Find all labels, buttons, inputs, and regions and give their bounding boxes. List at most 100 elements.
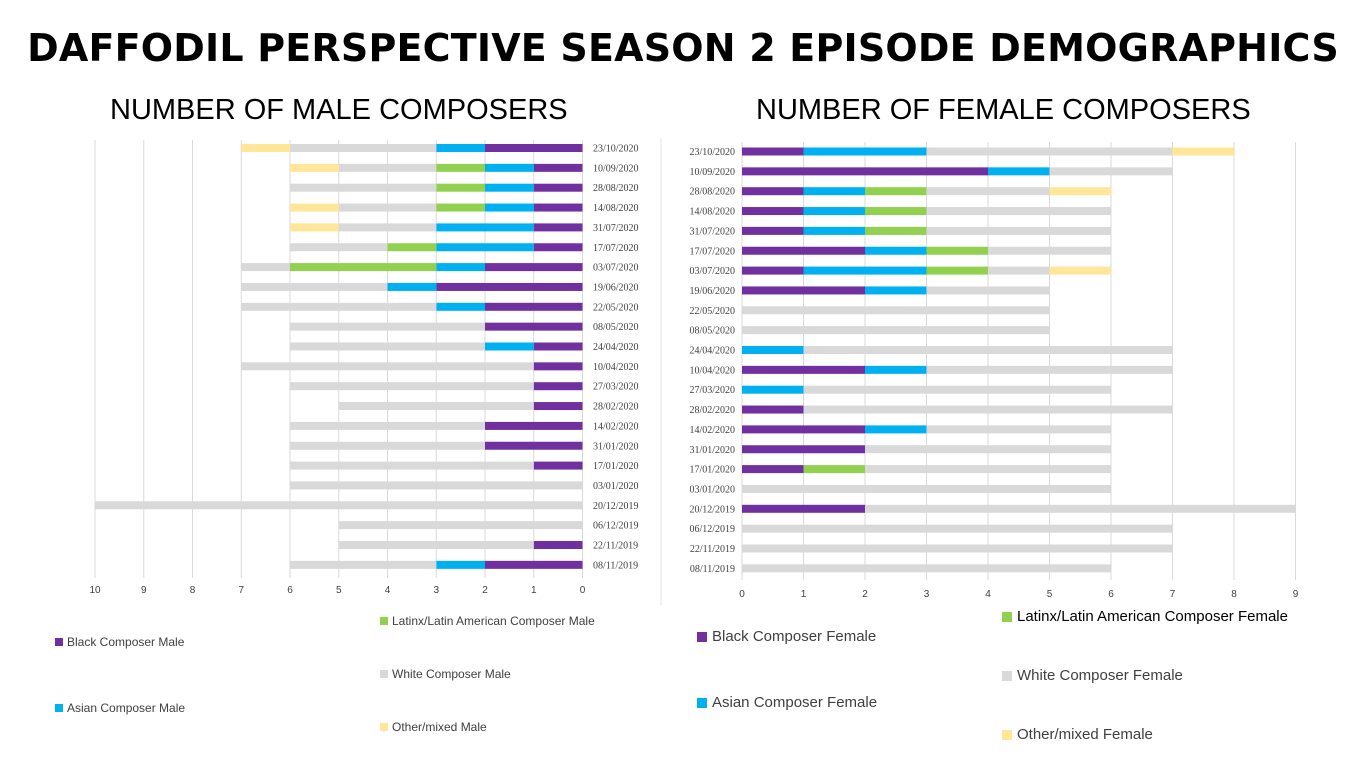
female-bar-white — [865, 504, 1296, 513]
male-x-tick-label: 2 — [482, 585, 488, 596]
female-bar-white — [742, 544, 1173, 553]
legend-item-other-female: Other/mixed Female — [1002, 726, 1153, 743]
female-x-tick-label: 3 — [924, 589, 930, 600]
female-category-label: 22/05/2020 — [689, 306, 735, 317]
female-bar-white — [742, 524, 1173, 533]
male-bar-other — [290, 203, 339, 212]
male-bar-white — [338, 223, 437, 232]
male-bar-black — [533, 223, 583, 232]
male-bar-latinx — [436, 183, 485, 192]
male-bar-white — [290, 441, 485, 450]
male-bar-white — [241, 302, 437, 311]
female-bar-asian — [803, 147, 927, 156]
male-bar-black — [485, 263, 583, 272]
male-x-tick-label: 5 — [336, 585, 342, 596]
female-x-tick-label: 6 — [1108, 589, 1114, 600]
legend-swatch-other-icon — [1002, 729, 1012, 740]
legend-swatch-other-icon — [380, 723, 388, 731]
male-category-label: 06/12/2019 — [593, 521, 639, 532]
male-category-label: 22/11/2019 — [593, 541, 638, 552]
female-bar-white — [988, 266, 1050, 275]
female-bar-black — [742, 226, 804, 235]
male-category-label: 22/05/2020 — [593, 302, 639, 313]
legend-item-asian-male: Asian Composer Male — [55, 701, 185, 715]
male-bar-asian — [436, 560, 485, 569]
male-bar-white — [338, 203, 437, 212]
female-bar-white — [1049, 167, 1173, 176]
female-composers-chart: 0 1 2 3 4 5 6 7 8 9 23/10/2020 10/09/2020 28/08/2020… — [689, 142, 1299, 600]
male-category-label: 14/08/2020 — [593, 203, 639, 214]
male-category-label: 17/07/2020 — [593, 243, 639, 254]
male-x-tick-label: 4 — [385, 585, 391, 596]
legend-item-white-male: White Composer Male — [380, 667, 511, 681]
male-chart-title: NUMBER OF MALE COMPOSERS — [110, 94, 568, 126]
legend-label: Asian Composer Male — [67, 701, 186, 715]
male-bar-black — [485, 302, 583, 311]
male-bar-white — [290, 144, 437, 152]
male-bar-asian — [485, 203, 534, 212]
male-bar-latinx — [387, 243, 437, 252]
male-category-label: 03/01/2020 — [593, 481, 639, 492]
legend-swatch-black-icon — [697, 631, 707, 642]
female-bar-white — [742, 484, 1111, 493]
female-bar-latinx — [926, 266, 988, 275]
male-bar-latinx — [436, 163, 485, 172]
female-bar-latinx — [865, 207, 927, 216]
male-bar-asian — [436, 144, 485, 152]
male-bar-black — [533, 163, 583, 172]
male-bar-asian — [485, 163, 534, 172]
female-bar-black — [742, 266, 804, 275]
male-bar-other — [290, 223, 339, 232]
male-category-label: 19/06/2020 — [593, 282, 639, 293]
male-x-tick-label: 3 — [433, 585, 439, 596]
male-bar-white — [290, 461, 534, 470]
female-bar-white — [988, 246, 1111, 255]
male-bar-asian — [387, 282, 437, 291]
male-bar-white — [241, 362, 534, 371]
legend-item-asian-female: Asian Composer Female — [697, 694, 877, 711]
male-bar-white — [290, 243, 388, 252]
female-bar-asian — [742, 385, 804, 394]
female-bar-black — [742, 425, 865, 434]
male-bar-black — [485, 421, 583, 430]
male-bar-white — [338, 541, 534, 549]
female-bar-latinx — [926, 246, 988, 255]
legend-item-latinx-female: Latinx/Latin American Composer Female — [1002, 608, 1288, 625]
male-bar-asian — [436, 263, 485, 272]
legend-label: Asian Composer Female — [712, 694, 878, 711]
legend-item-latinx-male: Latinx/Latin American Composer Male — [380, 614, 595, 628]
legend-swatch-asian-icon — [697, 697, 707, 708]
male-category-label: 10/04/2020 — [593, 362, 639, 373]
female-category-label: 28/08/2020 — [689, 187, 735, 198]
female-bar-white — [926, 147, 1173, 156]
male-bar-black — [533, 362, 583, 371]
male-category-label: 17/01/2020 — [593, 461, 639, 472]
female-bar-black — [742, 445, 865, 454]
female-bar-other — [1172, 147, 1234, 156]
legend-label: White Composer Female — [1017, 667, 1183, 684]
male-bar-white — [241, 282, 388, 291]
male-bar-white — [290, 382, 534, 391]
male-category-label: 08/05/2020 — [593, 322, 639, 333]
male-bar-other — [241, 144, 290, 152]
male-bar-white — [241, 263, 290, 272]
female-category-label: 08/11/2019 — [690, 564, 735, 575]
male-bar-black — [533, 203, 583, 212]
female-bar-white — [803, 346, 1173, 354]
legend-item-black-male: Black Composer Male — [55, 635, 184, 649]
legend-label: White Composer Male — [392, 667, 511, 681]
female-x-tick-label: 7 — [1170, 589, 1176, 600]
male-category-label: 20/12/2019 — [593, 501, 639, 512]
legend-label: Latinx/Latin American Composer Male — [392, 614, 595, 628]
female-chart-title: NUMBER OF FEMALE COMPOSERS — [756, 94, 1251, 126]
male-bar-asian — [436, 302, 485, 311]
male-x-tick-label: 6 — [287, 585, 293, 596]
female-bar-black — [742, 286, 865, 295]
female-bar-black — [742, 365, 865, 374]
female-bar-asian — [988, 167, 1050, 176]
male-bar-black — [533, 342, 583, 351]
male-x-tick-label: 10 — [89, 585, 101, 596]
female-bar-white — [926, 425, 1111, 434]
male-bar-white — [290, 560, 437, 569]
male-x-tick-label: 7 — [238, 585, 244, 596]
